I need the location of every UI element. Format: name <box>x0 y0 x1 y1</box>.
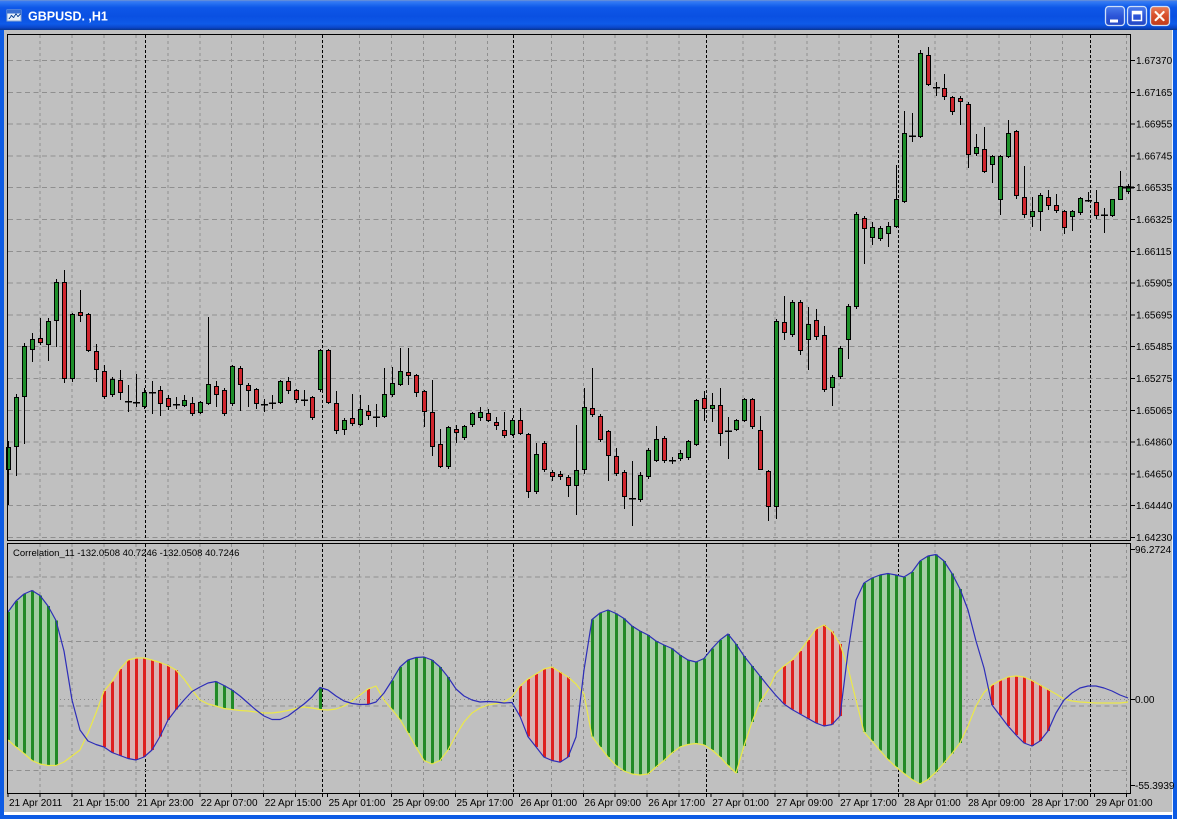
svg-text:28 Apr 01:00: 28 Apr 01:00 <box>904 798 961 809</box>
svg-text:29 Apr 01:00: 29 Apr 01:00 <box>1096 798 1153 809</box>
svg-text:Correlation_11 -132.0508 40.72: Correlation_11 -132.0508 40.7246 -132.05… <box>13 548 239 559</box>
svg-text:21 Apr 15:00: 21 Apr 15:00 <box>73 798 130 809</box>
svg-text:96.2724: 96.2724 <box>1135 545 1172 556</box>
svg-text:27 Apr 17:00: 27 Apr 17:00 <box>840 798 897 809</box>
svg-text:1.65065: 1.65065 <box>1136 406 1173 417</box>
svg-text:25 Apr 09:00: 25 Apr 09:00 <box>393 798 450 809</box>
svg-text:1.66955: 1.66955 <box>1136 120 1173 131</box>
svg-text:26 Apr 17:00: 26 Apr 17:00 <box>648 798 705 809</box>
svg-text:22 Apr 15:00: 22 Apr 15:00 <box>265 798 322 809</box>
svg-text:27 Apr 01:00: 27 Apr 01:00 <box>712 798 769 809</box>
svg-text:1.64440: 1.64440 <box>1136 501 1173 512</box>
svg-text:26 Apr 01:00: 26 Apr 01:00 <box>520 798 577 809</box>
svg-text:1.67370: 1.67370 <box>1136 56 1173 67</box>
svg-text:1.65485: 1.65485 <box>1136 342 1173 353</box>
svg-text:21 Apr 2011: 21 Apr 2011 <box>9 798 63 809</box>
svg-text:28 Apr 09:00: 28 Apr 09:00 <box>968 798 1025 809</box>
svg-text:1.65695: 1.65695 <box>1136 310 1173 321</box>
svg-text:1.66535: 1.66535 <box>1136 183 1173 194</box>
svg-text:1.67165: 1.67165 <box>1136 88 1173 99</box>
svg-text:1.66745: 1.66745 <box>1136 151 1173 162</box>
svg-text:1.65275: 1.65275 <box>1136 374 1173 385</box>
svg-text:21 Apr 23:00: 21 Apr 23:00 <box>137 798 194 809</box>
svg-text:0.00: 0.00 <box>1135 695 1155 706</box>
svg-text:1.65905: 1.65905 <box>1136 279 1173 290</box>
svg-text:26 Apr 09:00: 26 Apr 09:00 <box>584 798 641 809</box>
svg-text:1.66115: 1.66115 <box>1136 247 1172 258</box>
svg-text:1.64230: 1.64230 <box>1136 533 1173 544</box>
svg-text:-55.3939: -55.3939 <box>1135 781 1175 792</box>
svg-text:1.64650: 1.64650 <box>1136 469 1173 480</box>
svg-text:1.66325: 1.66325 <box>1136 215 1173 226</box>
svg-text:1.64860: 1.64860 <box>1136 438 1173 449</box>
svg-text:25 Apr 01:00: 25 Apr 01:00 <box>329 798 386 809</box>
svg-text:28 Apr 17:00: 28 Apr 17:00 <box>1032 798 1089 809</box>
svg-text:22 Apr 07:00: 22 Apr 07:00 <box>201 798 258 809</box>
svg-text:25 Apr 17:00: 25 Apr 17:00 <box>457 798 514 809</box>
svg-text:GBPUSD. ,H1: GBPUSD. ,H1 <box>28 10 108 24</box>
svg-text:27 Apr 09:00: 27 Apr 09:00 <box>776 798 833 809</box>
